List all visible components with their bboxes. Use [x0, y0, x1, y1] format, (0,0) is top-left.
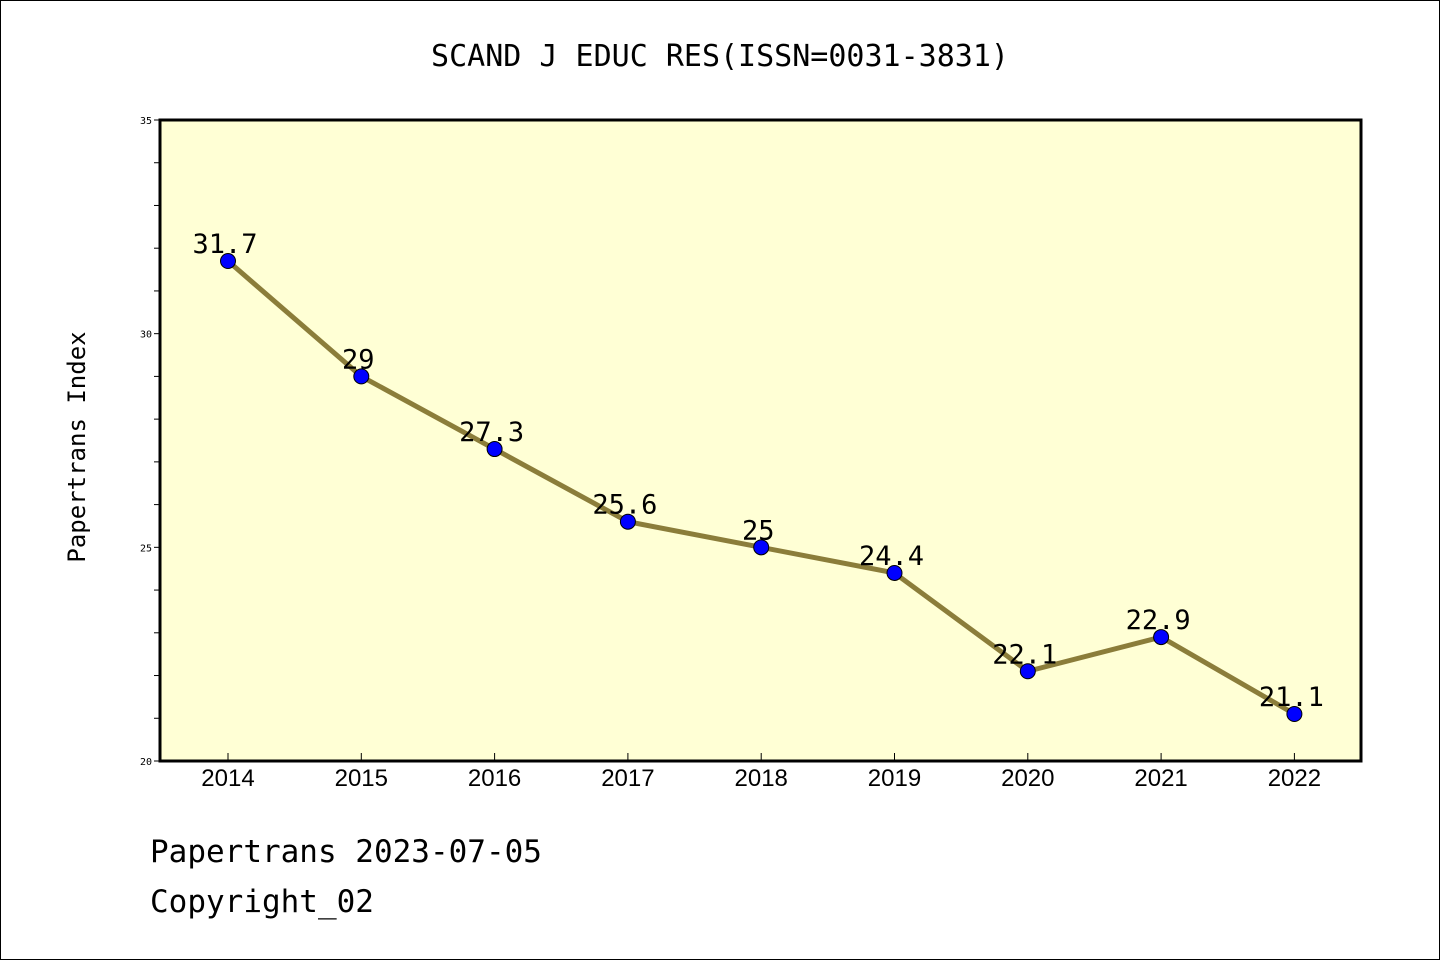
x-tick-label: 2018: [735, 765, 788, 792]
data-point: [353, 368, 370, 385]
x-tick-label: 2020: [1001, 765, 1054, 792]
data-label: 29: [342, 344, 375, 375]
chart-title: SCAND J EDUC RES(ISSN=0031-3831): [431, 39, 1009, 74]
x-tick-label: 2014: [201, 765, 254, 792]
data-series: 31.7 29 27.3 25.6 25 24.4 22.1 22.9 21.1: [192, 229, 1324, 722]
data-label: 21.1: [1259, 682, 1324, 713]
data-point: [619, 513, 636, 530]
x-tick-label: 2022: [1268, 765, 1321, 792]
y-tick-label: 20: [140, 757, 152, 768]
x-tick-label: 2015: [335, 765, 388, 792]
data-point: [1019, 663, 1036, 680]
footer-date: Papertrans 2023-07-05: [150, 834, 542, 870]
data-point: [1286, 705, 1303, 722]
y-axis-label: Papertrans Index: [63, 331, 91, 562]
x-tick-label: 2019: [868, 765, 921, 792]
data-point: [753, 539, 770, 556]
x-tick-label: 2016: [468, 765, 521, 792]
footer-copyright: Copyright_02: [150, 884, 374, 920]
data-point: [1153, 629, 1170, 646]
plot-area: [158, 118, 1363, 763]
data-point: [220, 253, 236, 270]
data-label: 24.4: [859, 541, 924, 572]
data-point: [486, 441, 503, 458]
y-tick-label: 35: [140, 116, 152, 127]
data-label: 27.3: [459, 417, 524, 448]
data-label: 22.9: [1126, 605, 1191, 636]
y-tick-label: 25: [140, 543, 152, 554]
data-label: 25.6: [592, 490, 657, 521]
y-axis-ticks: 20 25 30 35: [140, 116, 160, 768]
x-tick-label: 2021: [1134, 765, 1187, 792]
data-label: 31.7: [192, 229, 257, 260]
data-label: 25: [742, 515, 775, 546]
data-label: 22.1: [992, 639, 1057, 670]
data-point: [886, 564, 903, 581]
y-tick-label: 30: [140, 330, 152, 341]
x-axis-ticks: 2014 2015 2016 2017 2018 2019 2020 2021 2022: [201, 753, 1321, 792]
x-tick-label: 2017: [601, 765, 654, 792]
